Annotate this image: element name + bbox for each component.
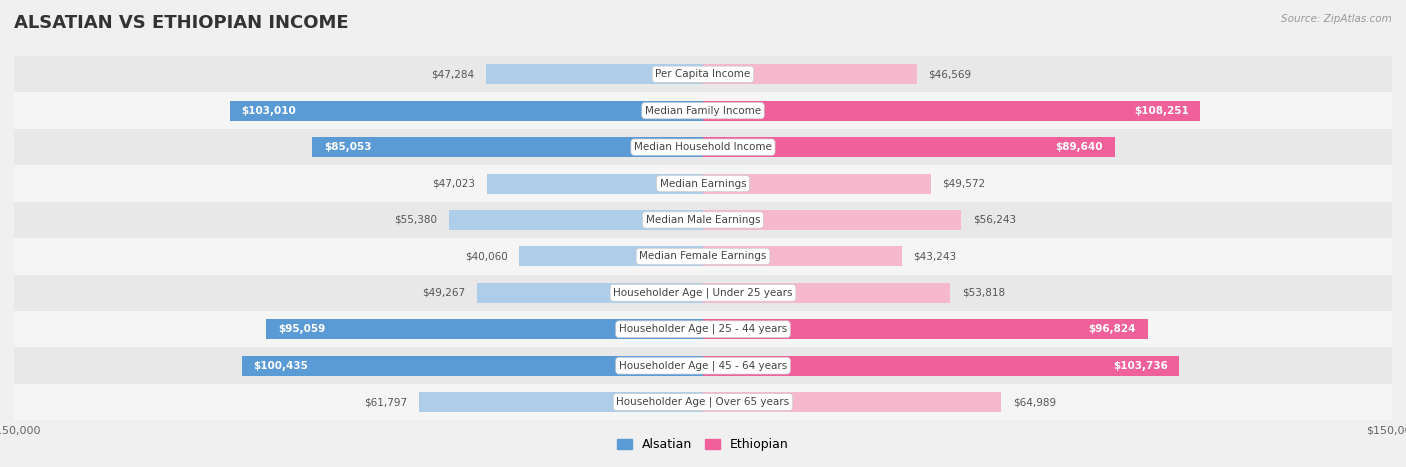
Bar <box>703 174 931 193</box>
Text: $103,736: $103,736 <box>1114 361 1168 371</box>
Bar <box>14 202 1392 238</box>
Bar <box>14 92 1392 129</box>
Bar <box>703 137 1115 157</box>
Bar <box>14 347 1392 384</box>
Legend: Alsatian, Ethiopian: Alsatian, Ethiopian <box>612 433 794 456</box>
Bar <box>14 384 1392 420</box>
Bar <box>703 247 901 266</box>
Text: Median Male Earnings: Median Male Earnings <box>645 215 761 225</box>
Text: $53,818: $53,818 <box>962 288 1005 298</box>
Bar <box>14 238 1392 275</box>
Bar <box>486 64 703 84</box>
Text: Median Earnings: Median Earnings <box>659 178 747 189</box>
Bar <box>14 165 1392 202</box>
Bar <box>312 137 703 157</box>
Text: $56,243: $56,243 <box>973 215 1017 225</box>
Bar <box>486 174 703 193</box>
Text: $49,267: $49,267 <box>422 288 465 298</box>
Text: $49,572: $49,572 <box>942 178 986 189</box>
Text: $43,243: $43,243 <box>912 251 956 262</box>
Bar <box>231 101 703 120</box>
Bar <box>703 101 1201 120</box>
Text: $103,010: $103,010 <box>242 106 297 116</box>
Text: Householder Age | 45 - 64 years: Householder Age | 45 - 64 years <box>619 361 787 371</box>
Text: $40,060: $40,060 <box>465 251 508 262</box>
Bar <box>242 356 703 375</box>
Text: $108,251: $108,251 <box>1135 106 1188 116</box>
Text: $95,059: $95,059 <box>278 324 325 334</box>
Text: $100,435: $100,435 <box>253 361 308 371</box>
Text: $55,380: $55,380 <box>394 215 437 225</box>
Bar <box>703 392 1001 412</box>
Bar <box>266 319 703 339</box>
Text: Householder Age | Under 25 years: Householder Age | Under 25 years <box>613 288 793 298</box>
Bar <box>703 356 1180 375</box>
Text: Source: ZipAtlas.com: Source: ZipAtlas.com <box>1281 14 1392 24</box>
Bar <box>519 247 703 266</box>
Text: $61,797: $61,797 <box>364 397 408 407</box>
Text: Median Family Income: Median Family Income <box>645 106 761 116</box>
Bar <box>477 283 703 303</box>
Text: Median Household Income: Median Household Income <box>634 142 772 152</box>
Bar <box>703 319 1147 339</box>
Text: $64,989: $64,989 <box>1012 397 1056 407</box>
Bar <box>14 275 1392 311</box>
Text: $47,023: $47,023 <box>433 178 475 189</box>
Text: Median Female Earnings: Median Female Earnings <box>640 251 766 262</box>
Text: $85,053: $85,053 <box>323 142 371 152</box>
Text: $89,640: $89,640 <box>1056 142 1104 152</box>
Text: $46,569: $46,569 <box>928 69 972 79</box>
Bar <box>449 210 703 230</box>
Text: Per Capita Income: Per Capita Income <box>655 69 751 79</box>
Text: $47,284: $47,284 <box>432 69 474 79</box>
Text: $96,824: $96,824 <box>1088 324 1136 334</box>
Text: ALSATIAN VS ETHIOPIAN INCOME: ALSATIAN VS ETHIOPIAN INCOME <box>14 14 349 32</box>
Bar <box>14 129 1392 165</box>
Bar <box>703 283 950 303</box>
Bar <box>703 210 962 230</box>
Bar <box>419 392 703 412</box>
Bar <box>703 64 917 84</box>
Bar <box>14 311 1392 347</box>
Bar <box>14 56 1392 92</box>
Text: Householder Age | 25 - 44 years: Householder Age | 25 - 44 years <box>619 324 787 334</box>
Text: Householder Age | Over 65 years: Householder Age | Over 65 years <box>616 397 790 407</box>
